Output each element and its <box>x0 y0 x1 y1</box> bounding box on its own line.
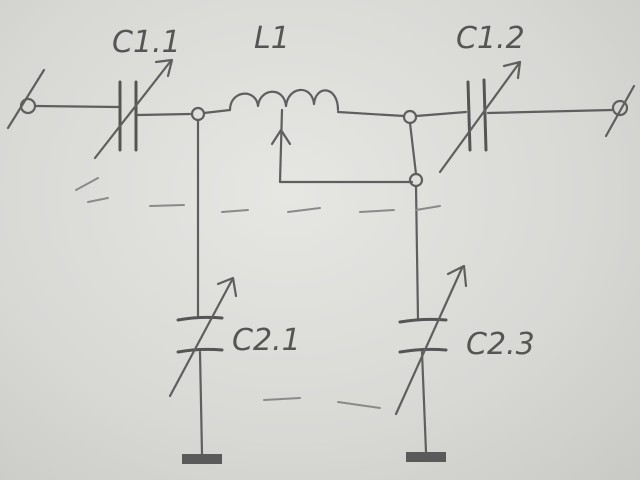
gang-line-upper <box>75 177 441 213</box>
wire-node2-node3 <box>408 121 418 176</box>
right-terminal <box>604 84 636 138</box>
wire-c23-ground <box>420 350 428 454</box>
label-c2-3: C2.3 <box>466 327 535 362</box>
gang-line-lower <box>263 397 381 409</box>
ground-symbol-left <box>182 454 222 464</box>
wire-node1-l1 <box>202 108 232 115</box>
wire-c11-node1 <box>136 112 192 117</box>
label-l1: L1 <box>254 21 290 56</box>
node-3 <box>408 172 424 188</box>
node-1 <box>190 106 206 122</box>
capacitor-c2-3 <box>394 264 468 416</box>
wire-c21-ground <box>198 350 204 456</box>
wire-node3-c23 <box>414 184 420 322</box>
wire-output <box>486 108 614 115</box>
label-c2-1: C2.1 <box>232 323 301 358</box>
label-c1-2: C1.2 <box>456 21 525 56</box>
capacitor-c1-2 <box>438 60 522 174</box>
inductor-l1 <box>228 88 414 184</box>
label-c1-1: C1.1 <box>112 25 181 60</box>
wire-input <box>33 104 120 109</box>
wire-l1-node2 <box>336 110 406 118</box>
node-2 <box>402 109 418 125</box>
ground-symbol-right <box>406 452 446 462</box>
capacitor-c2-1 <box>168 276 238 398</box>
wire-node2-c12 <box>414 110 468 118</box>
capacitor-c1-1 <box>93 58 174 160</box>
left-terminal <box>6 68 46 130</box>
